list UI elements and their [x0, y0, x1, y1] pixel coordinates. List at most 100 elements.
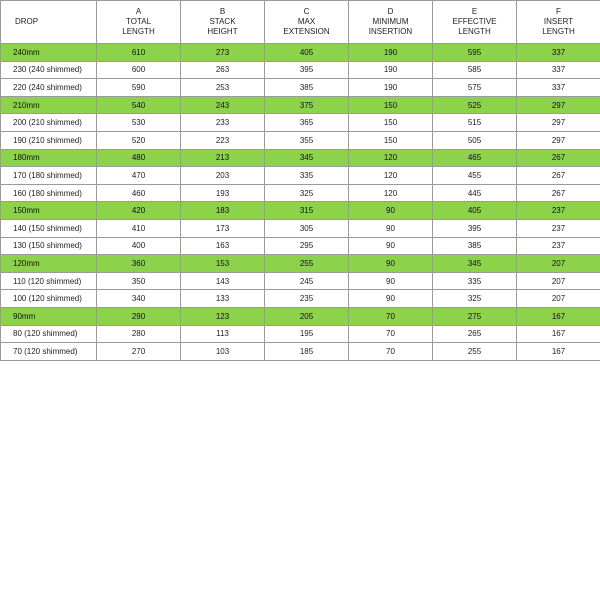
value-cell: 465: [432, 148, 517, 168]
header-letter: F: [556, 7, 561, 16]
value-cell: 213: [180, 148, 265, 168]
table-row: 140 (150 shimmed) 410 173 305 90 395 237: [0, 218, 600, 238]
value-cell: 540: [96, 95, 181, 115]
value-cell: 120: [348, 166, 433, 185]
value-cell: 150: [348, 113, 433, 132]
value-cell: 235: [264, 289, 349, 308]
value-cell: 405: [264, 43, 349, 62]
table-row-highlighted: 180mm 480 213 345 120 465 267: [0, 148, 600, 168]
value-cell: 193: [180, 183, 265, 203]
value-cell: 255: [264, 254, 349, 273]
value-cell: 455: [432, 166, 517, 185]
value-cell: 123: [180, 306, 265, 326]
value-cell: 355: [264, 130, 349, 150]
drop-cell: 190 (210 shimmed): [0, 130, 97, 150]
drop-cell: 240mm: [0, 43, 97, 62]
header-total-length: A TOTAL LENGTH: [96, 0, 181, 44]
value-cell: 113: [180, 324, 265, 344]
value-cell: 470: [96, 166, 181, 185]
value-cell: 233: [180, 113, 265, 132]
drop-cell: 100 (120 shimmed): [0, 289, 97, 308]
table-row-highlighted: 150mm 420 183 315 90 405 237: [0, 201, 600, 220]
value-cell: 297: [516, 130, 600, 150]
value-cell: 223: [180, 130, 265, 150]
value-cell: 207: [516, 289, 600, 308]
value-cell: 265: [432, 324, 517, 344]
value-cell: 305: [264, 218, 349, 238]
header-minimum-insertion: D MINIMUM INSERTION: [348, 0, 433, 44]
table-row: 170 (180 shimmed) 470 203 335 120 455 267: [0, 166, 600, 185]
drop-cell: 130 (150 shimmed): [0, 236, 97, 256]
value-cell: 207: [516, 271, 600, 291]
drop-cell: 80 (120 shimmed): [0, 324, 97, 344]
value-cell: 280: [96, 324, 181, 344]
header-line1: DROP: [15, 17, 39, 26]
header-line1: MAX: [297, 17, 316, 26]
value-cell: 295: [264, 236, 349, 256]
value-cell: 315: [264, 201, 349, 220]
table-row: 190 (210 shimmed) 520 223 355 150 505 297: [0, 130, 600, 150]
value-cell: 530: [96, 113, 181, 132]
value-cell: 167: [516, 324, 600, 344]
value-cell: 255: [432, 342, 517, 361]
value-cell: 515: [432, 113, 517, 132]
value-cell: 90: [348, 289, 433, 308]
value-cell: 90: [348, 218, 433, 238]
header-max-extension: C MAX EXTENSION: [264, 0, 349, 44]
value-cell: 190: [348, 78, 433, 97]
value-cell: 103: [180, 342, 265, 361]
value-cell: 153: [180, 254, 265, 273]
header-line2: LENGTH: [122, 27, 155, 36]
header-line1: EFFECTIVE: [452, 17, 497, 26]
value-cell: 90: [348, 201, 433, 220]
value-cell: 273: [180, 43, 265, 62]
value-cell: 183: [180, 201, 265, 220]
table-row-highlighted: 90mm 290 123 205 70 275 167: [0, 306, 600, 326]
value-cell: 167: [516, 306, 600, 326]
value-cell: 337: [516, 60, 600, 80]
value-cell: 143: [180, 271, 265, 291]
value-cell: 133: [180, 289, 265, 308]
value-cell: 575: [432, 78, 517, 97]
dropper-spec-table: DROP A TOTAL LENGTH B STACK HEIGHT C MAX EXTENSIO…: [0, 0, 600, 361]
value-cell: 297: [516, 113, 600, 132]
value-cell: 395: [432, 218, 517, 238]
value-cell: 205: [264, 306, 349, 326]
value-cell: 237: [516, 236, 600, 256]
table-row: 110 (120 shimmed) 350 143 245 90 335 207: [0, 271, 600, 291]
value-cell: 410: [96, 218, 181, 238]
value-cell: 120: [348, 183, 433, 203]
drop-cell: 90mm: [0, 306, 97, 326]
value-cell: 460: [96, 183, 181, 203]
value-cell: 335: [432, 271, 517, 291]
value-cell: 590: [96, 78, 181, 97]
drop-cell: 170 (180 shimmed): [0, 166, 97, 185]
value-cell: 195: [264, 324, 349, 344]
value-cell: 375: [264, 95, 349, 115]
value-cell: 90: [348, 254, 433, 273]
value-cell: 163: [180, 236, 265, 256]
table-row: 220 (240 shimmed) 590 253 385 190 575 337: [0, 78, 600, 97]
value-cell: 263: [180, 60, 265, 80]
header-line2: LENGTH: [542, 27, 575, 36]
value-cell: 70: [348, 306, 433, 326]
value-cell: 585: [432, 60, 517, 80]
value-cell: 267: [516, 148, 600, 168]
value-cell: 420: [96, 201, 181, 220]
value-cell: 207: [516, 254, 600, 273]
drop-cell: 220 (240 shimmed): [0, 78, 97, 97]
value-cell: 337: [516, 43, 600, 62]
value-cell: 350: [96, 271, 181, 291]
header-letter: C: [303, 7, 310, 16]
value-cell: 365: [264, 113, 349, 132]
table-body: 240mm 610 273 405 190 595 337 230 (240 shimmed)…: [0, 43, 600, 361]
header-drop: DROP: [0, 0, 97, 44]
value-cell: 595: [432, 43, 517, 62]
value-cell: 345: [264, 148, 349, 168]
value-cell: 405: [432, 201, 517, 220]
drop-cell: 230 (240 shimmed): [0, 60, 97, 80]
drop-cell: 180mm: [0, 148, 97, 168]
drop-cell: 120mm: [0, 254, 97, 273]
value-cell: 237: [516, 201, 600, 220]
value-cell: 290: [96, 306, 181, 326]
